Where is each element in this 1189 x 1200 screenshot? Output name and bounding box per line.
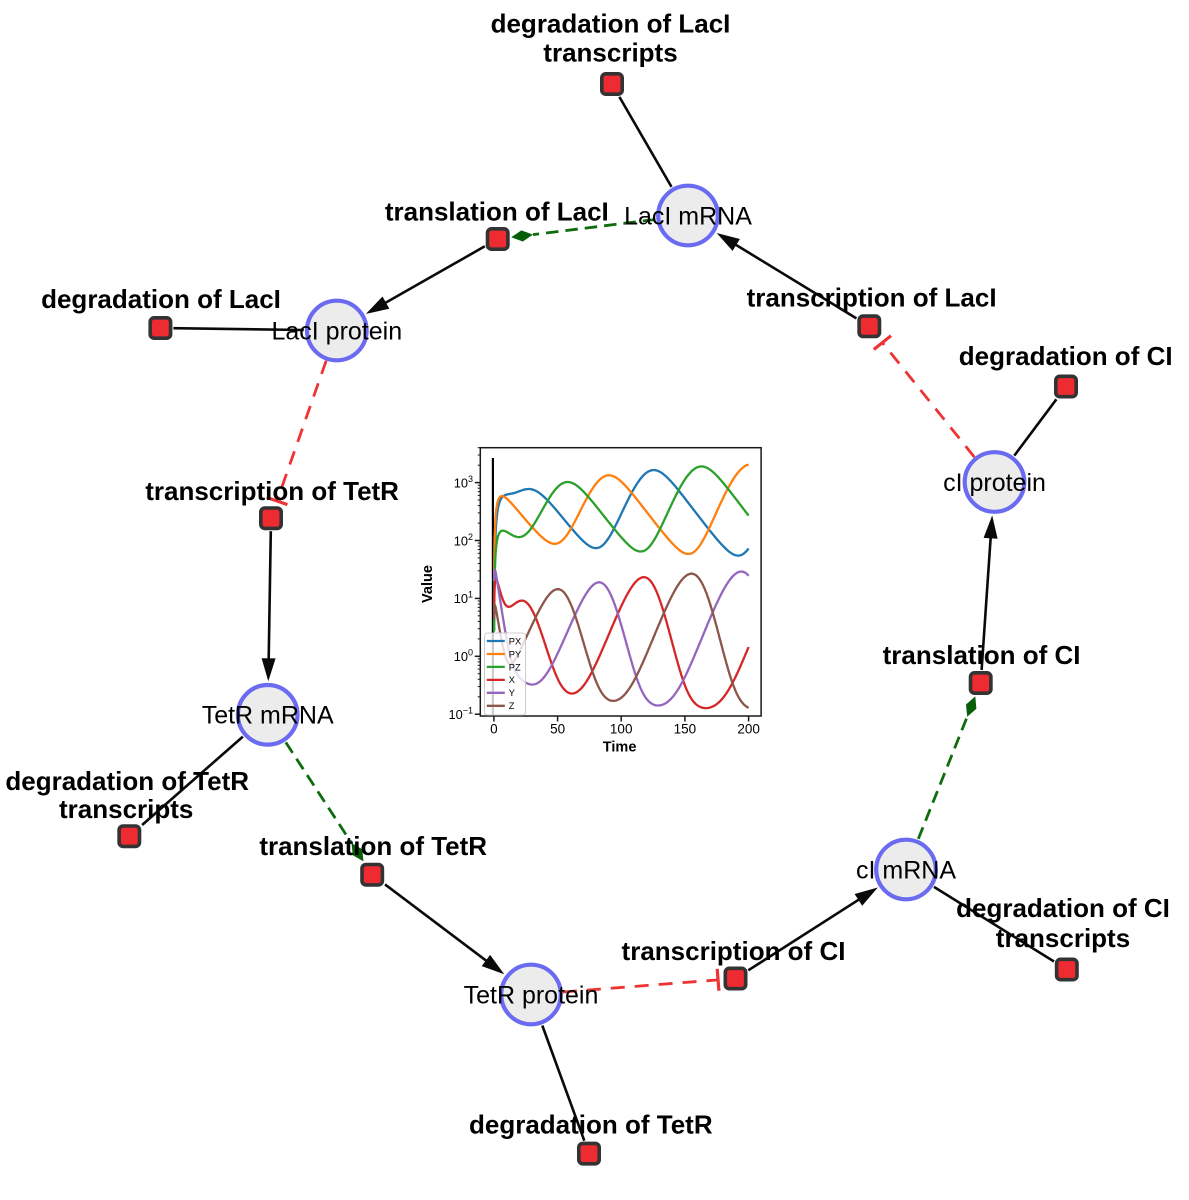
svg-text:0: 0	[490, 722, 498, 737]
svg-text:150: 150	[674, 722, 697, 737]
svg-text:LacI protein: LacI protein	[271, 317, 402, 345]
svg-text:degradation of TetR: degradation of TetR	[469, 1109, 713, 1139]
svg-text:PX: PX	[509, 636, 521, 646]
svg-text:X: X	[509, 675, 515, 685]
svg-text:TetR protein: TetR protein	[464, 981, 599, 1009]
svg-text:cI mRNA: cI mRNA	[856, 856, 956, 884]
svg-text:Time: Time	[603, 740, 637, 756]
svg-text:50: 50	[550, 722, 565, 737]
svg-text:cI protein: cI protein	[943, 469, 1046, 497]
svg-text:degradation of CI: degradation of CI	[956, 893, 1170, 923]
svg-text:PY: PY	[509, 649, 521, 659]
svg-text:Value: Value	[420, 565, 436, 603]
svg-text:transcription of TetR: transcription of TetR	[145, 476, 399, 506]
svg-text:transcription of CI: transcription of CI	[622, 936, 846, 966]
svg-text:degradation of LacI: degradation of LacI	[491, 9, 731, 39]
svg-text:degradation of TetR: degradation of TetR	[5, 766, 249, 796]
svg-text:transcripts: transcripts	[996, 923, 1130, 953]
svg-text:degradation of LacI: degradation of LacI	[41, 284, 281, 314]
svg-text:transcripts: transcripts	[543, 38, 677, 68]
svg-text:PZ: PZ	[509, 662, 521, 672]
svg-text:transcripts: transcripts	[59, 794, 193, 824]
svg-text:Z: Z	[509, 701, 515, 711]
svg-text:transcription of LacI: transcription of LacI	[747, 283, 997, 313]
svg-text:degradation of CI: degradation of CI	[959, 341, 1173, 371]
svg-text:translation of CI: translation of CI	[883, 640, 1081, 670]
svg-text:200: 200	[737, 722, 760, 737]
svg-text:Y: Y	[509, 688, 515, 698]
svg-text:translation of TetR: translation of TetR	[259, 831, 487, 861]
svg-text:translation of LacI: translation of LacI	[385, 197, 609, 227]
svg-text:TetR mRNA: TetR mRNA	[202, 702, 334, 730]
svg-text:100: 100	[610, 722, 633, 737]
svg-text:LacI mRNA: LacI mRNA	[624, 202, 752, 230]
